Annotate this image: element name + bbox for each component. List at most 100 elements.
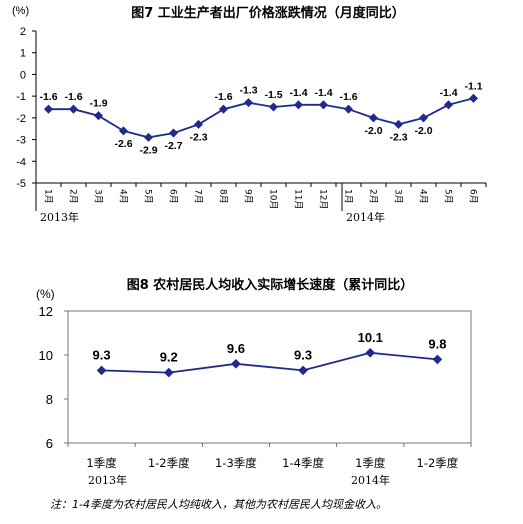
x-tick-label: 1-2季度 — [148, 456, 190, 470]
data-label: 9.6 — [227, 341, 245, 356]
chart-rural-income-year-2014: 2014年 — [351, 473, 390, 487]
x-tick-label: 2月 — [68, 189, 79, 204]
chart-ppi: 图7 工业生产者出厂价格涨跌情况（月度同比） (%) 2 1 0 -1 -2 -3 -4 -5… — [12, 5, 487, 224]
chart-rural-income-x-axis: 1季度 1-2季度 1-3季度 1-4季度 1季度 1-2季度 — [67, 443, 472, 470]
chart-rural-income-title: 图8 农村居民人均收入实际增长速度（累计同比） — [127, 277, 414, 293]
chart-rural-income-data-labels: 9.3 9.2 9.6 9.3 10.1 9.8 — [93, 330, 447, 365]
chart-ppi-series-line — [48, 97, 474, 139]
data-label: -1.6 — [64, 91, 82, 103]
x-tick-label: 3月 — [393, 189, 404, 204]
chart-ppi-year-2014: 2014年 — [346, 210, 385, 224]
chart-rural-income-series-line — [101, 351, 438, 374]
data-label: -1.5 — [264, 89, 282, 101]
y-tick-label: 1 — [20, 48, 26, 60]
data-point — [218, 104, 229, 114]
x-tick-label: 10月 — [268, 189, 279, 209]
y-tick-label: -5 — [16, 178, 26, 190]
chart-rural-income-frame — [67, 310, 472, 444]
x-tick-label: 5月 — [143, 189, 154, 204]
x-tick-label: 1-2季度 — [417, 456, 459, 470]
data-label: -2.3 — [189, 131, 207, 143]
x-tick-label: 1季度 — [355, 456, 386, 470]
x-tick-label: 2月 — [368, 189, 379, 204]
x-tick-label: 1季度 — [86, 456, 117, 470]
x-tick-label: 7月 — [193, 189, 204, 204]
data-label: 9.3 — [294, 347, 312, 362]
x-tick-label: 5月 — [443, 189, 454, 204]
chart-rural-income-y-axis: 12 10 8 6 — [39, 304, 68, 451]
x-tick-label: 4月 — [118, 189, 129, 204]
y-tick-label: 10 — [39, 348, 53, 363]
data-label: -2.9 — [139, 144, 157, 156]
data-label: 9.3 — [93, 347, 111, 362]
data-point — [468, 93, 479, 103]
data-label: -1.3 — [239, 85, 257, 97]
x-tick-label: 6月 — [468, 189, 479, 204]
data-label: -1.4 — [439, 87, 457, 99]
data-point — [93, 111, 104, 121]
data-label: -1.4 — [289, 87, 307, 99]
data-point — [268, 102, 279, 112]
data-label: -1.6 — [214, 91, 232, 103]
data-point — [118, 126, 129, 136]
data-label: -2.0 — [414, 125, 432, 137]
x-tick-label: 1月 — [43, 189, 54, 204]
data-point — [96, 365, 107, 376]
chart-ppi-data-labels: -1.6 -1.6 -1.9 -2.6 -2.9 -2.7 -2.3 -1.6 -1.3 -1.5… — [39, 80, 482, 156]
x-tick-label: 1-3季度 — [215, 456, 257, 470]
data-point — [193, 119, 204, 129]
chart-rural-income-points — [96, 347, 443, 378]
data-label: -1.6 — [39, 91, 57, 103]
chart-rural-income: 图8 农村居民人均收入实际增长速度（累计同比） (%) 12 10 8 6 1季度 1-… — [36, 277, 472, 487]
x-tick-label: 6月 — [168, 189, 179, 204]
chart-rural-income-year-2013: 2013年 — [88, 473, 127, 487]
data-point — [231, 358, 241, 369]
x-tick-label: 9月 — [243, 189, 254, 204]
y-tick-label: -2 — [16, 113, 26, 125]
x-tick-label: 12月 — [318, 189, 329, 209]
data-point — [343, 104, 354, 114]
data-label: 10.1 — [358, 330, 383, 345]
data-label: -1.1 — [464, 80, 482, 92]
y-tick-label: -3 — [16, 135, 26, 147]
chart-ppi-points — [43, 93, 479, 142]
data-point — [432, 354, 443, 365]
data-point — [365, 347, 376, 358]
data-point — [318, 100, 329, 110]
y-tick-label: -1 — [16, 91, 26, 103]
x-tick-label: 11月 — [293, 189, 304, 209]
chart-rural-income-ylabel: (%) — [36, 287, 55, 301]
chart-ppi-y-axis: 2 1 0 -1 -2 -3 -4 -5 — [16, 26, 37, 190]
chart-ppi-year-2013: 2013年 — [40, 210, 79, 224]
data-point — [298, 365, 308, 376]
x-tick-label: 3月 — [93, 189, 104, 204]
y-tick-label: 0 — [20, 69, 26, 81]
data-label: -2.6 — [114, 138, 132, 150]
data-label: 9.8 — [428, 336, 446, 351]
x-tick-label: 1-4季度 — [282, 456, 324, 470]
data-point — [143, 132, 154, 142]
data-point — [443, 100, 454, 110]
data-label: -1.6 — [339, 91, 357, 103]
y-tick-label: 8 — [46, 392, 53, 407]
data-label: -2.7 — [164, 140, 182, 152]
data-label: -2.3 — [389, 131, 407, 143]
y-tick-label: 6 — [46, 436, 53, 451]
data-point — [368, 113, 379, 123]
data-label: -1.9 — [89, 98, 107, 110]
data-point — [43, 104, 54, 114]
data-point — [418, 113, 429, 123]
data-point — [68, 104, 79, 114]
x-tick-label: 8月 — [218, 189, 229, 204]
data-label: -2.0 — [364, 125, 382, 137]
data-point — [393, 119, 404, 129]
data-point — [243, 98, 254, 108]
data-point — [293, 100, 304, 110]
data-label: -1.4 — [314, 87, 332, 99]
y-tick-label: 12 — [39, 304, 53, 319]
y-tick-label: -4 — [16, 156, 26, 168]
y-tick-label: 2 — [20, 26, 26, 38]
x-tick-label: 1月 — [343, 189, 354, 204]
chart-note: 注：1-4季度为农村居民人均纯收入，其他为农村居民人均现金收入。 — [50, 498, 387, 511]
